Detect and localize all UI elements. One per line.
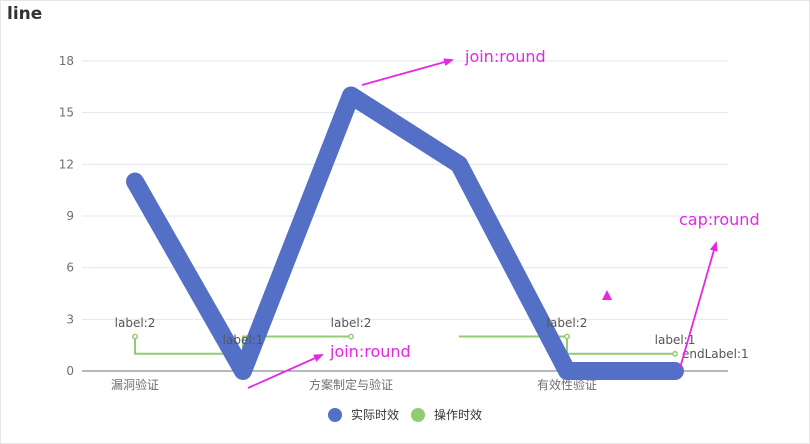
annotation-arrow xyxy=(679,241,718,369)
data-label: label:2 xyxy=(331,316,372,330)
y-tick-label: 12 xyxy=(59,157,74,171)
series-line-实际时效 xyxy=(126,86,684,380)
annotation-arrow xyxy=(247,354,324,389)
data-label: label:1 xyxy=(223,333,264,347)
legend-label: 操作时效 xyxy=(434,407,482,422)
annotation-label: cap:round xyxy=(679,210,760,229)
annotations: join:round join:round cap:round xyxy=(247,47,760,389)
x-tick-label: 有效性验证 xyxy=(537,377,597,392)
x-tick-label: 方案制定与验证 xyxy=(309,377,393,392)
y-tick-label: 6 xyxy=(66,261,74,275)
y-tick-label: 3 xyxy=(66,312,74,326)
y-axis-ticks: 0 3 6 9 12 15 18 xyxy=(59,54,74,378)
annotation-arrow xyxy=(361,58,454,86)
legend-item[interactable]: 操作时效 xyxy=(411,407,482,422)
x-tick-label: 漏洞验证 xyxy=(111,377,159,392)
legend-marker xyxy=(328,408,342,422)
data-point xyxy=(132,333,138,340)
legend-marker xyxy=(411,408,425,422)
chart-title: line xyxy=(7,4,43,24)
y-tick-label: 18 xyxy=(59,54,74,68)
data-label: label:2 xyxy=(115,316,156,330)
legend-item[interactable]: 实际时效 xyxy=(328,407,399,422)
annotation-triangle xyxy=(602,290,612,300)
grid-lines xyxy=(82,60,728,372)
y-tick-label: 0 xyxy=(66,364,74,378)
x-axis-ticks: 漏洞验证 方案制定与验证 有效性验证 xyxy=(111,377,597,392)
y-tick-label: 9 xyxy=(66,209,74,223)
series-line-操作时效 xyxy=(134,336,243,355)
end-label: endLabel:1 xyxy=(682,347,749,361)
data-point xyxy=(672,350,678,357)
series-实际时效 xyxy=(126,86,684,380)
data-label: label:2 xyxy=(547,316,588,330)
legend-label: 实际时效 xyxy=(351,407,399,422)
data-point xyxy=(564,333,570,340)
data-label: label:1 xyxy=(655,333,696,347)
y-tick-label: 15 xyxy=(59,106,74,120)
annotation-label: join:round xyxy=(329,342,411,361)
data-point xyxy=(348,333,354,340)
annotation-label: join:round xyxy=(464,47,546,66)
legend[interactable]: 实际时效 操作时效 xyxy=(328,407,482,422)
